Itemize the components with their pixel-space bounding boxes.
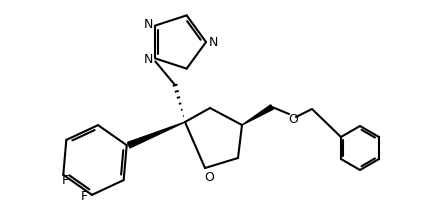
Polygon shape bbox=[128, 122, 185, 148]
Text: F: F bbox=[62, 174, 69, 187]
Text: O: O bbox=[288, 112, 298, 125]
Polygon shape bbox=[242, 105, 273, 125]
Text: N: N bbox=[208, 35, 218, 48]
Text: O: O bbox=[204, 170, 214, 183]
Text: N: N bbox=[144, 18, 153, 31]
Text: F: F bbox=[80, 190, 87, 203]
Text: N: N bbox=[144, 53, 153, 66]
